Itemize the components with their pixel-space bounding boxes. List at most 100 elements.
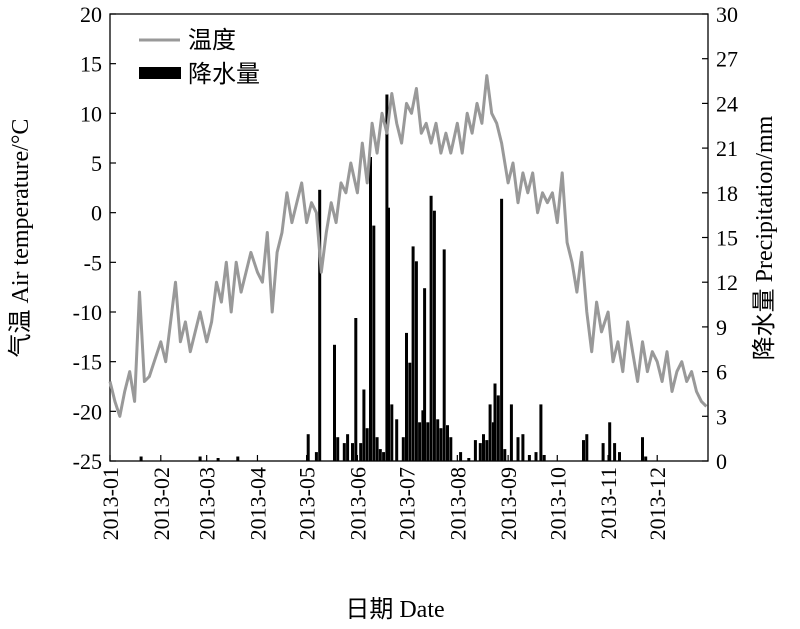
precipitation-bar [436,419,440,461]
x-tick-label: 2013-08 [445,467,470,540]
precipitation-bar [527,455,531,461]
precipitation-bar [618,452,621,461]
y-right-tick-label: 12 [716,270,738,295]
x-axis-label: 日期 Date [345,597,444,623]
precipitation-bar [644,456,648,461]
precipitation-bar [418,422,422,461]
precipitation-bar [601,443,605,461]
precipitation-bar [542,455,546,461]
y-axis-right-label: 降水量 Precipitation/mm [751,115,778,360]
precipitation-bar [198,456,202,461]
y-left-tick-label: -20 [73,399,102,424]
y-right-tick-label: 18 [716,181,738,206]
x-axis: 2013-01 2013-02 2013-03 2013-04 2013-05 2013-… [98,455,670,540]
precipitation-bar [306,434,310,461]
precipitation-bar [485,440,489,461]
y-left-tick-label: -10 [73,300,102,325]
precipitation-bar [236,456,240,461]
precipitation-bar [390,404,394,461]
legend-precipitation-swatch [139,67,181,79]
y-right-tick-label: 27 [716,47,738,72]
precipitation-bar [387,207,390,461]
y-right-tick-label: 3 [716,404,727,429]
x-tick-label: 2013-11 [596,467,621,540]
precipitation-bar [395,419,399,461]
y-left-tick-label: -25 [73,449,102,474]
precipitation-bar [333,344,336,461]
y-right-tick-label: 6 [716,360,727,385]
precipitation-bar [493,383,497,461]
precipitation-bar [336,437,340,461]
precipitation-bar [378,449,382,461]
precipitation-bar [139,456,143,461]
precipitation-bar [382,452,386,461]
precipitation-bar [608,422,612,461]
y-right-tick-label: 0 [716,449,727,474]
precipitation-bar [216,458,220,461]
x-tick-label: 2013-04 [246,467,271,540]
precipitation-bar [641,437,644,461]
precipitation-bar [362,389,366,461]
x-tick-label: 2013-09 [496,467,521,540]
y-right-tick-label: 15 [716,226,738,251]
y-left-tick-label: 0 [91,201,102,226]
precipitation-bar [372,225,376,461]
x-tick-label: 2013-06 [345,467,370,540]
precipitation-bar [521,434,525,461]
precipitation-bar [473,440,477,461]
precipitation-bar [478,443,482,461]
y-left-tick-label: 15 [80,52,102,77]
x-tick-label: 2013-05 [295,467,320,540]
y-axis-left: 20 15 10 5 0 -5 -10 -15 -20 -25 [73,2,116,474]
precipitation-bar [354,318,358,461]
precipitation-bar [534,452,538,461]
precipitation-bar [491,422,495,461]
precipitation-bar [539,404,543,461]
precipitation-bar [496,395,500,461]
y-right-tick-label: 30 [716,2,738,27]
precipitation-bars [139,94,648,462]
precipitation-bar [351,443,354,461]
x-tick-label: 2013-10 [545,467,570,540]
precipitation-bar [401,437,405,461]
precipitation-bar [346,434,350,461]
temperature-line [108,74,708,418]
y-left-tick-label: -5 [84,250,102,275]
legend: 温度 降水量 [139,27,260,88]
precipitation-bar [432,210,436,461]
y-left-tick-label: 5 [91,151,102,176]
precipitation-bar [442,249,446,461]
precipitation-bar [426,422,430,461]
precipitation-bar [500,198,504,462]
precipitation-bar [429,195,433,462]
y-left-tick-label: 20 [80,2,102,27]
precipitation-bar [314,452,318,461]
precipitation-bar [582,440,585,461]
y-left-tick-label: 10 [80,101,102,126]
x-tick-label: 2013-12 [645,467,670,540]
x-tick-label: 2013-01 [98,467,123,540]
precipitation-bar [414,261,418,461]
precipitation-bar [482,434,485,461]
precipitation-bar [459,452,463,461]
precipitation-bar [365,428,369,461]
legend-temperature-label: 温度 [188,27,236,54]
precipitation-bar [421,410,425,461]
precipitation-bar [446,425,449,461]
precipitation-bar [467,458,471,461]
precipitation-bar [516,437,520,461]
y-axis-left-label: 气温 Air temperature/°C [7,119,34,358]
precipitation-bar [439,428,443,461]
y-left-tick-label: -15 [73,350,102,375]
precipitation-bar [369,157,372,461]
precipitation-bar [405,332,408,461]
precipitation-bar [509,404,513,461]
precipitation-bar [613,443,617,461]
plot-area [108,13,709,462]
precipitation-bar [503,449,507,461]
precipitation-bar [375,437,379,461]
precipitation-bar [408,362,412,461]
legend-precipitation-label: 降水量 [188,61,260,88]
